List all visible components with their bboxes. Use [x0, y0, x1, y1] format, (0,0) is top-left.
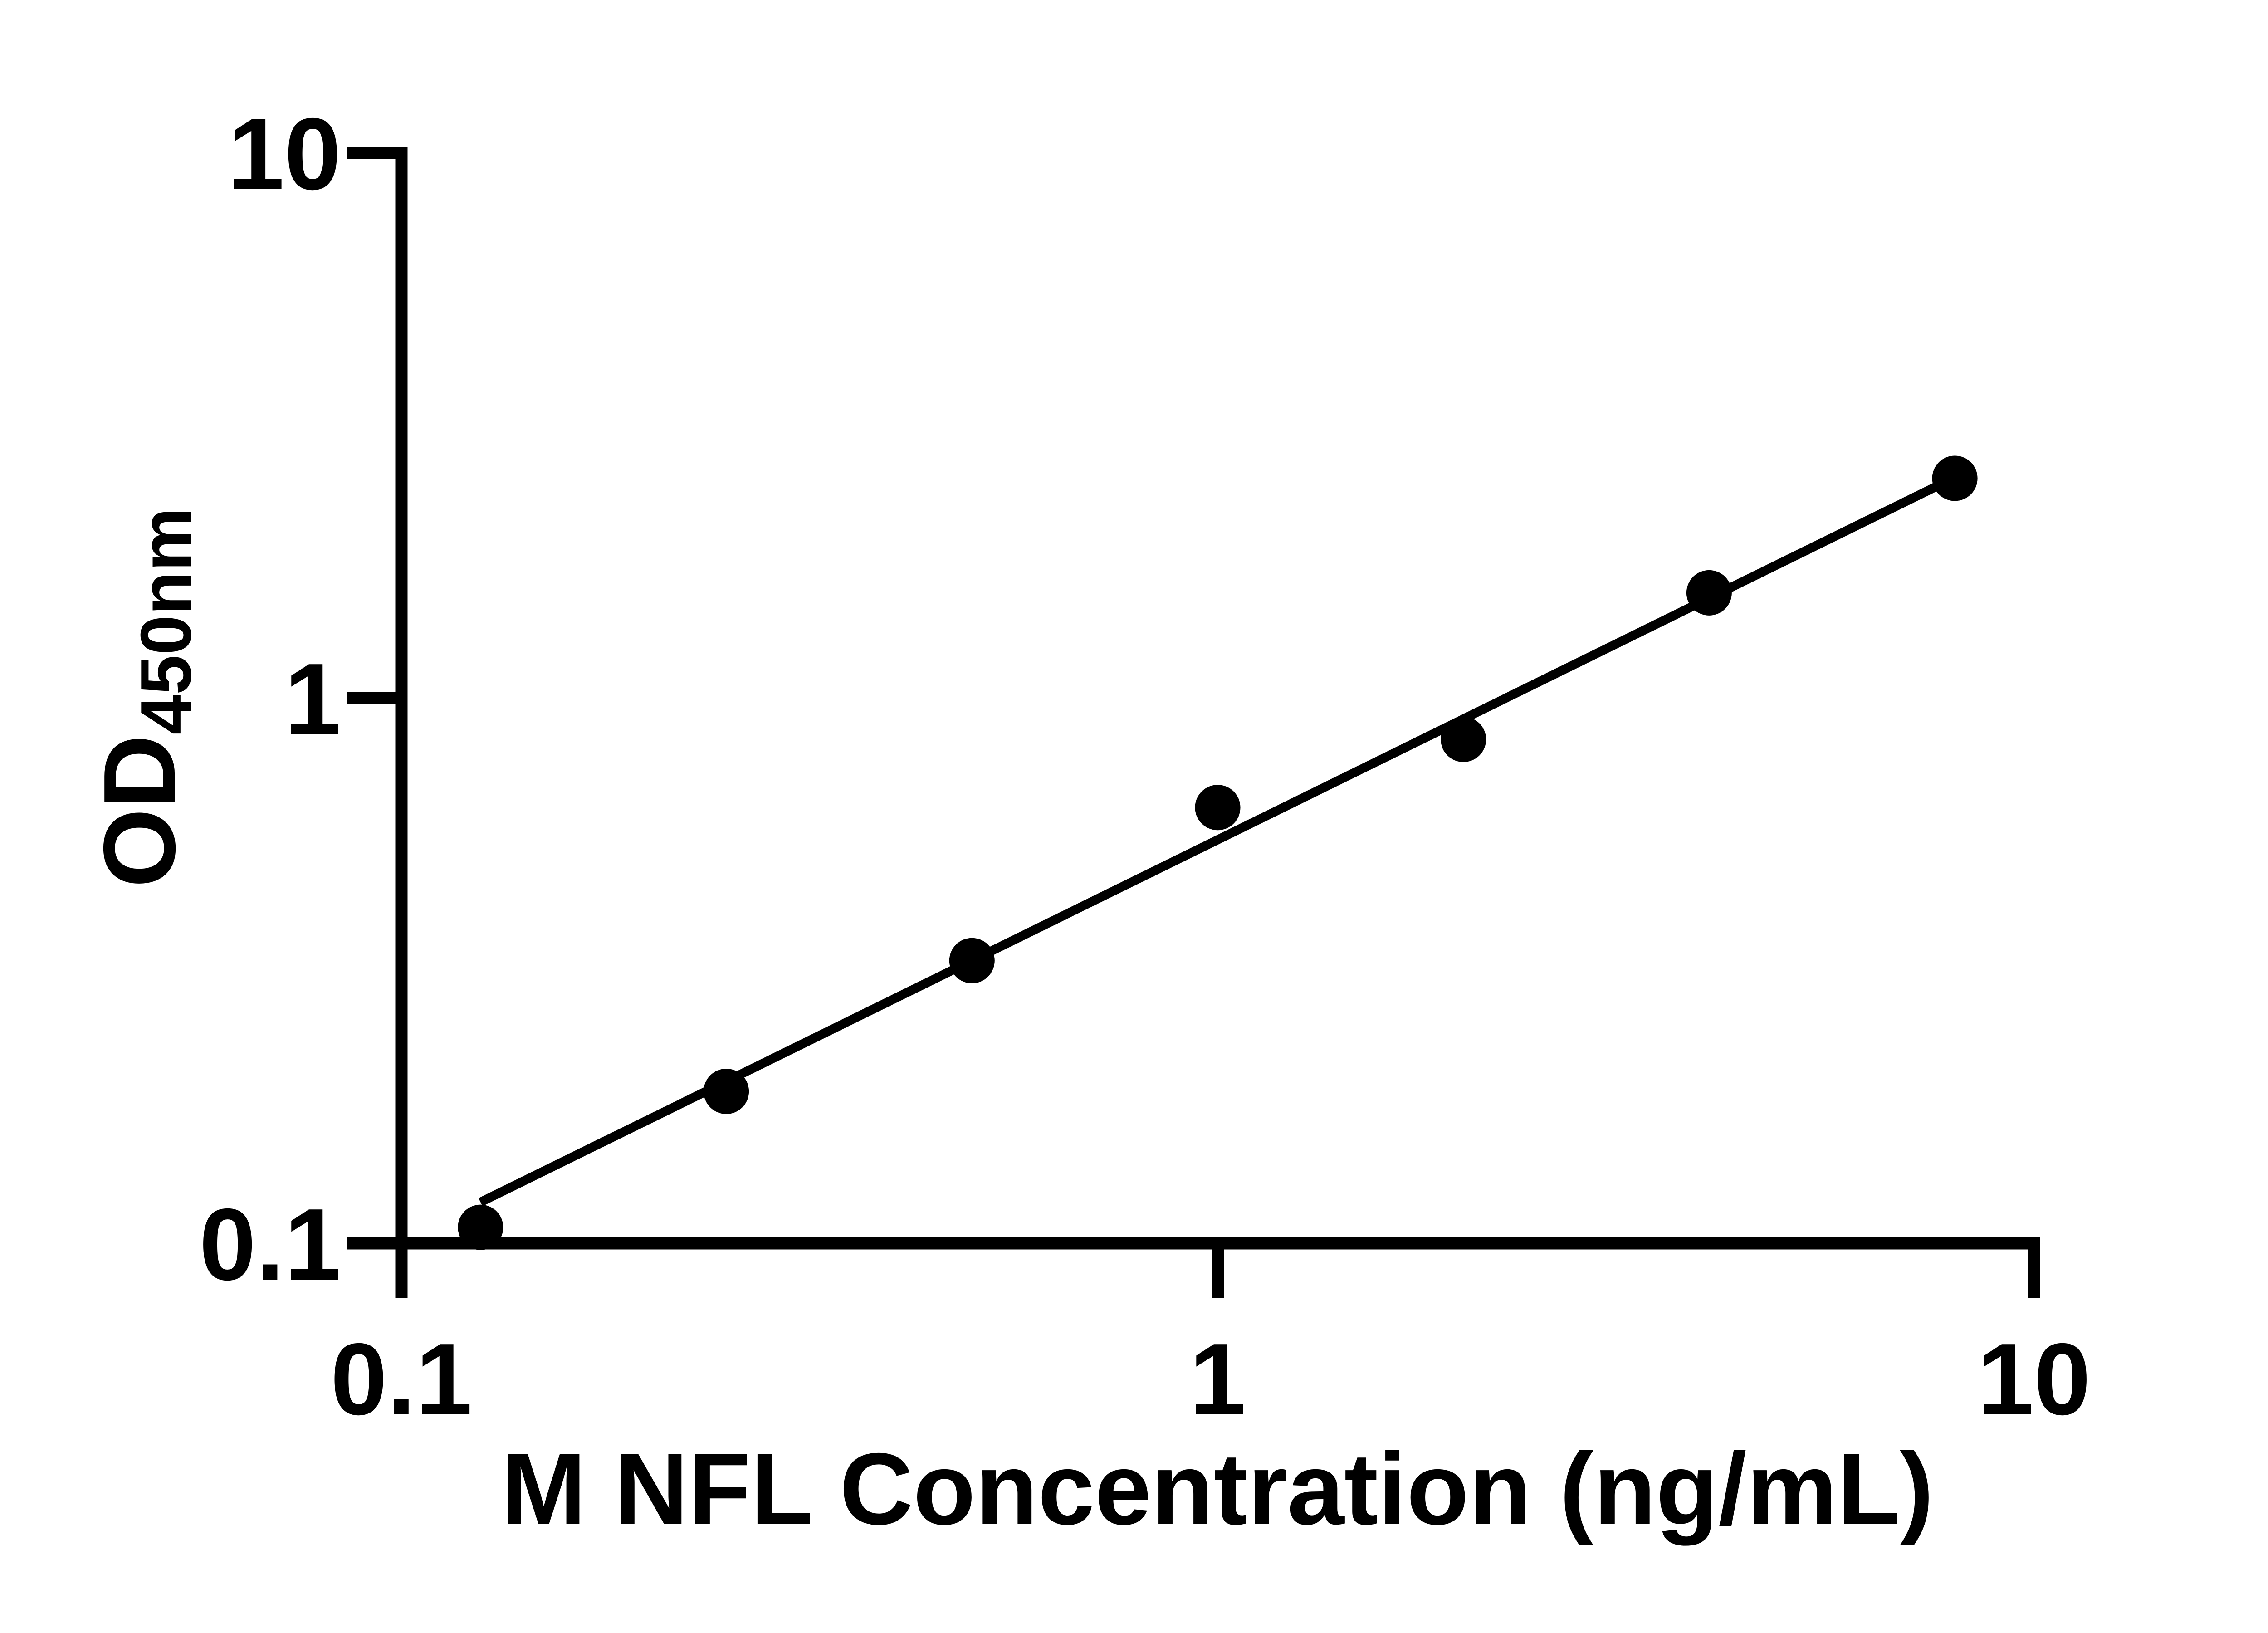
x-axis-title: M NFL Concentration (ng/mL) — [501, 1432, 1934, 1546]
data-point — [704, 1068, 749, 1114]
y-tick-label: 1 — [284, 642, 341, 756]
data-point — [1932, 455, 1978, 501]
data-point — [458, 1204, 503, 1250]
y-tick-label: 10 — [228, 97, 341, 211]
y-axis-title: OD450nm — [82, 508, 206, 888]
trend-line — [478, 473, 1957, 1207]
x-tick-label: 10 — [1977, 1322, 2091, 1436]
y-axis-title-subscript: 450nm — [126, 508, 206, 735]
x-tick-label: 0.1 — [331, 1322, 473, 1436]
x-tick-label: 1 — [1189, 1322, 1246, 1436]
data-point — [1686, 570, 1732, 616]
y-axis-title-main: OD — [82, 735, 196, 888]
data-point — [1195, 785, 1241, 831]
data-point — [1441, 717, 1486, 763]
y-tick-label: 0.1 — [199, 1187, 341, 1301]
data-point — [949, 938, 995, 983]
